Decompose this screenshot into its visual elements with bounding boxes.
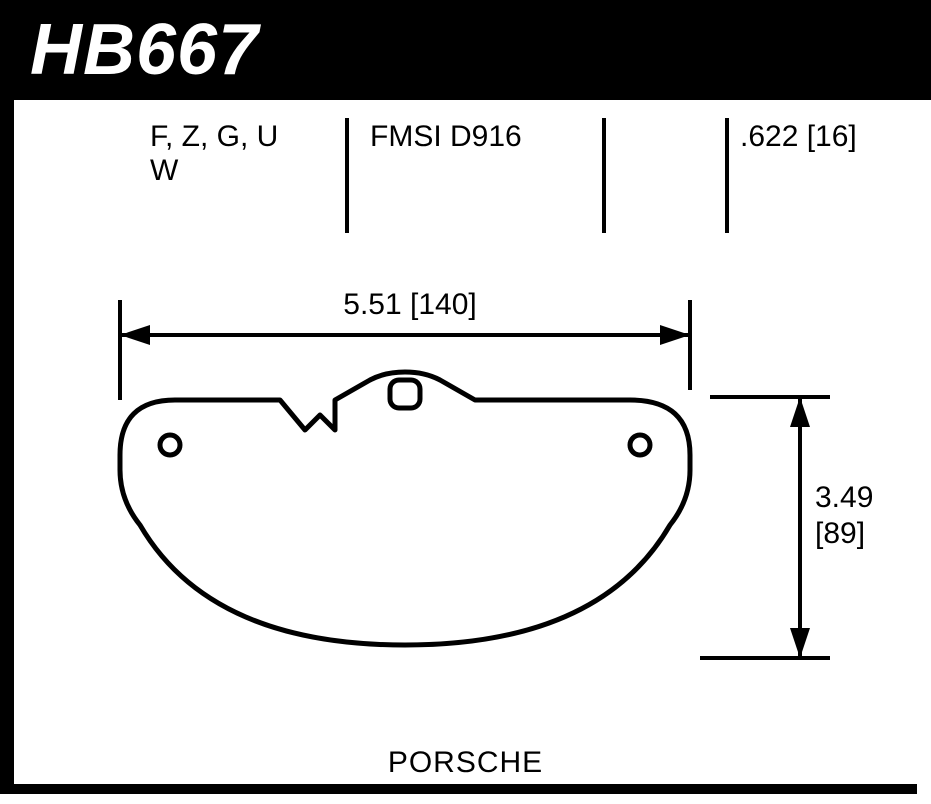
brake-pad-svg	[60, 280, 900, 740]
fmsi-code: FMSI D916	[370, 120, 590, 154]
compound-codes: F, Z, G, U W	[150, 120, 350, 188]
header-bar: HB667	[0, 0, 931, 100]
height-mm: [89]	[815, 516, 895, 552]
pad-drawing: 5.51 [140] 3.49 [89]	[60, 280, 900, 720]
height-inches: 3.49	[815, 480, 895, 516]
thickness: .622 [16]	[740, 120, 900, 154]
compound-line2: W	[150, 154, 350, 188]
width-mm: [140]	[410, 288, 477, 321]
width-dimension: 5.51 [140]	[310, 288, 510, 322]
spec-row: F, Z, G, U W FMSI D916 .622 [16]	[0, 120, 931, 260]
brand-label: PORSCHE	[0, 746, 931, 780]
height-dimension: 3.49 [89]	[815, 480, 895, 552]
compound-line1: F, Z, G, U	[150, 120, 350, 154]
width-inches: 5.51	[343, 288, 401, 321]
part-number: HB667	[30, 9, 259, 91]
